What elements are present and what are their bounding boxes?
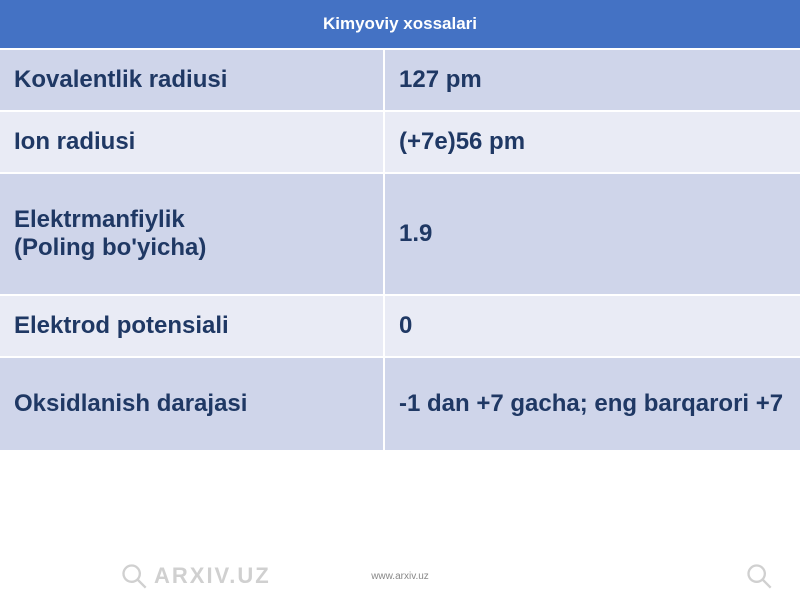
property-value: 0 xyxy=(384,295,800,357)
watermark xyxy=(745,562,795,590)
property-value: (+7e)56 pm xyxy=(384,111,800,173)
property-label: Elektrod potensiali xyxy=(0,295,384,357)
property-value: 127 pm xyxy=(384,49,800,111)
table-row: Elektrmanfiylik(Poling bo'yicha)1.9 xyxy=(0,173,800,295)
footer-text: www.arxiv.uz xyxy=(371,571,429,582)
table-row: Elektrod potensiali0 xyxy=(0,295,800,357)
table-row: Kovalentlik radiusi127 pm xyxy=(0,49,800,111)
watermark: ARXIV.UZ xyxy=(120,562,271,590)
properties-table-container: Kimyoviy xossalari Kovalentlik radiusi12… xyxy=(0,0,800,450)
property-label: Elektrmanfiylik(Poling bo'yicha) xyxy=(0,173,384,295)
property-label: Ion radiusi xyxy=(0,111,384,173)
table-row: Oksidlanish darajasi-1 dan +7 gacha; eng… xyxy=(0,357,800,450)
property-value: -1 dan +7 gacha; eng barqarori +7 xyxy=(384,357,800,450)
table-header-row: Kimyoviy xossalari xyxy=(0,0,800,49)
table-header: Kimyoviy xossalari xyxy=(0,0,800,49)
properties-table: Kimyoviy xossalari Kovalentlik radiusi12… xyxy=(0,0,800,450)
property-value: 1.9 xyxy=(384,173,800,295)
property-label: Kovalentlik radiusi xyxy=(0,49,384,111)
property-label: Oksidlanish darajasi xyxy=(0,357,384,450)
table-row: Ion radiusi(+7e)56 pm xyxy=(0,111,800,173)
